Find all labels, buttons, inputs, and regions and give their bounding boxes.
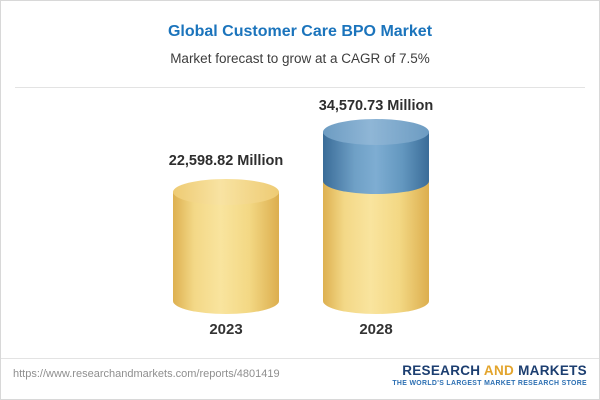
report-url-link[interactable]: https://www.researchandmarkets.com/repor… (13, 368, 280, 380)
category-label-2023: 2023 (209, 321, 243, 338)
logo-word-and: AND (483, 363, 515, 378)
bar-2028-base-segment (323, 179, 429, 314)
logo-word-markets: MARKETS (518, 363, 587, 378)
category-label-2028: 2028 (359, 321, 393, 338)
chart-title: Global Customer Care BPO Market (167, 23, 433, 40)
bar-2023-top-ellipse (173, 179, 279, 205)
logo-tagline: THE WORLD'S LARGEST MARKET RESEARCH STOR… (392, 380, 587, 387)
research-and-markets-logo[interactable]: RESEARCH AND MARKETS THE WORLD'S LARGEST… (392, 363, 587, 387)
chart-subtitle: Market forecast to grow at a CAGR of 7.5… (170, 51, 430, 66)
bar-2028-top-ellipse (323, 119, 429, 145)
value-label-2028: 34,570.73 Million (318, 98, 434, 114)
footer-divider (1, 358, 599, 359)
logo-word-research: RESEARCH (402, 363, 481, 378)
value-label-2023: 22,598.82 Million (168, 153, 284, 169)
logo-wordmark: RESEARCH AND MARKETS (392, 363, 587, 378)
bar-2023-body (173, 192, 279, 314)
header-divider (15, 87, 585, 88)
